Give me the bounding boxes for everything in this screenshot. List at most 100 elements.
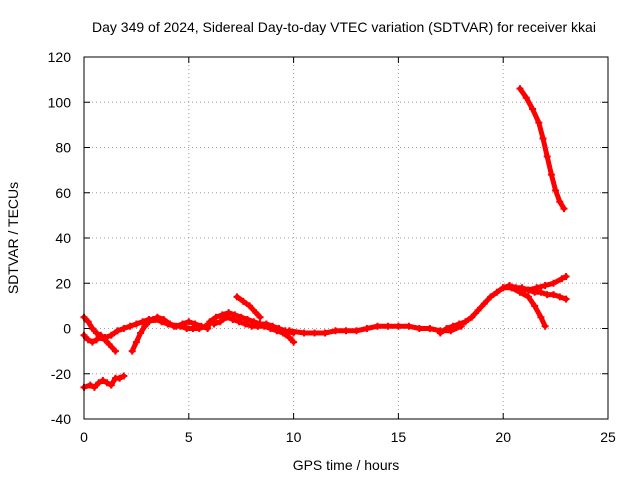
data-point-marker (114, 327, 122, 335)
data-point-marker (229, 315, 237, 323)
data-point-marker (279, 329, 287, 337)
data-point-marker (273, 327, 281, 335)
series-trace-l (508, 284, 549, 330)
data-point-marker (197, 322, 205, 330)
data-point-marker (235, 318, 243, 326)
data-point-marker (212, 313, 220, 321)
data-point-marker (461, 318, 469, 326)
data-point-marker (231, 311, 239, 319)
y-tick-label: 0 (63, 321, 71, 337)
data-point-marker (139, 318, 147, 326)
chart-title: Day 349 of 2024, Sidereal Day-to-day VTE… (92, 19, 596, 35)
data-point-marker (443, 325, 451, 332)
data-point-marker (531, 302, 539, 310)
data-point-marker (210, 320, 218, 328)
x-tick-label: 5 (185, 429, 193, 445)
data-point-marker (243, 315, 251, 323)
data-point-marker (120, 372, 128, 380)
data-point-marker (426, 325, 434, 332)
data-point-marker (145, 318, 153, 326)
data-point-marker (111, 347, 119, 355)
data-point-marker (352, 327, 360, 335)
data-point-marker (116, 374, 124, 382)
data-point-marker (84, 318, 92, 326)
data-point-marker (120, 325, 128, 332)
data-point-marker (311, 329, 319, 337)
data-point-marker (132, 320, 140, 328)
data-point-marker (223, 313, 231, 321)
data-point-marker (179, 320, 187, 328)
data-point-marker (189, 325, 197, 332)
data-point-marker (132, 338, 140, 346)
data-point-marker (105, 340, 113, 348)
data-point-marker (246, 302, 254, 310)
data-point-marker (535, 119, 543, 127)
data-point-marker (539, 134, 547, 142)
data-point-marker (524, 286, 532, 294)
data-point-marker (332, 327, 340, 335)
data-point-marker (562, 295, 570, 303)
data-point-marker (321, 329, 329, 337)
series-trace-c (80, 372, 128, 391)
series-trace-m (516, 85, 568, 213)
y-tick-label: 20 (55, 275, 71, 291)
data-point-marker (516, 85, 524, 93)
y-tick-label: 60 (55, 185, 71, 201)
data-point-marker (455, 320, 463, 328)
data-point-marker (556, 293, 564, 301)
data-point-marker (342, 327, 350, 335)
data-point-marker (254, 322, 262, 330)
y-tick-label: 100 (48, 94, 72, 110)
x-axis-label: GPS time / hours (293, 457, 400, 473)
data-point-marker (84, 336, 92, 344)
data-point-marker (290, 338, 298, 346)
data-point-marker (160, 315, 168, 323)
data-point-marker (541, 282, 549, 290)
data-point-marker (267, 325, 275, 332)
data-point-marker (233, 293, 241, 301)
data-point-marker (480, 300, 488, 308)
data-point-marker (468, 313, 476, 321)
data-point-marker (101, 334, 109, 342)
series-line (517, 86, 567, 212)
data-point-marker (558, 275, 566, 283)
data-point-marker (436, 329, 444, 337)
x-tick-label: 25 (600, 429, 616, 445)
data-point-marker (225, 309, 233, 317)
data-point-marker (562, 272, 570, 280)
data-point-marker (537, 288, 545, 296)
series-trace-g (210, 313, 298, 346)
data-point-marker (524, 293, 532, 301)
data-point-marker (137, 329, 145, 337)
data-point-marker (126, 322, 134, 330)
data-point-marker (239, 297, 247, 305)
data-point-marker (493, 288, 501, 296)
data-point-marker (128, 347, 136, 355)
data-point-marker (449, 322, 457, 330)
data-point-marker (384, 322, 392, 330)
data-point-marker (241, 320, 249, 328)
data-point-marker (86, 381, 94, 389)
series-trace-i (285, 322, 465, 337)
data-point-marker (107, 381, 115, 389)
y-tick-label: -40 (51, 411, 71, 427)
data-point-marker (88, 338, 96, 346)
grid-lines (84, 57, 608, 419)
x-tick-label: 15 (391, 429, 407, 445)
data-point-marker (474, 306, 482, 314)
data-point-marker (252, 309, 260, 317)
data-point-marker (256, 313, 264, 321)
x-tick-label: 10 (286, 429, 302, 445)
data-point-marker (550, 279, 558, 287)
plot-frame (83, 56, 609, 420)
data-point-marker (88, 325, 96, 332)
data-point-marker (191, 320, 199, 328)
data-point-marker (405, 322, 413, 330)
data-point-marker (541, 322, 549, 330)
data-series (80, 85, 570, 391)
y-tick-label: 120 (48, 49, 72, 65)
data-point-marker (183, 325, 191, 332)
data-point-marker (141, 322, 149, 330)
data-point-marker (285, 334, 293, 342)
data-point-marker (93, 329, 101, 337)
